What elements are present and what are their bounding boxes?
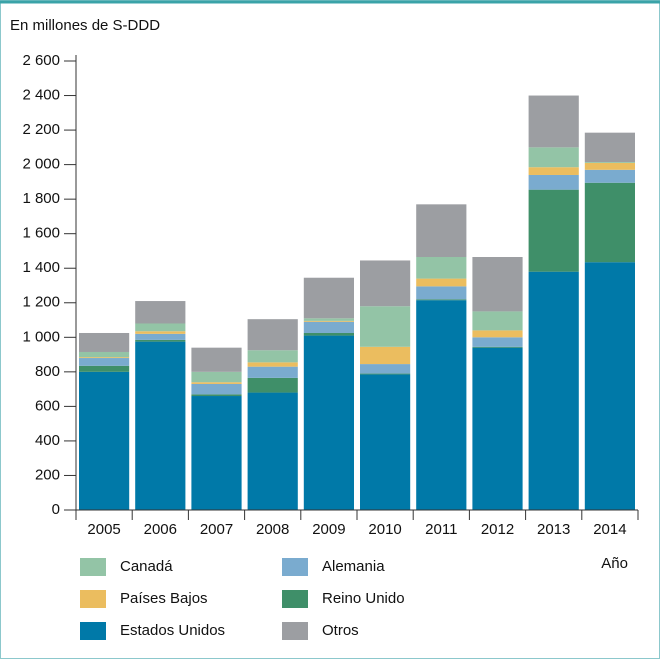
- bar-segment: [584, 182, 635, 263]
- bar-segment: [303, 318, 354, 321]
- bar-segment: [416, 286, 467, 300]
- bar-segment: [247, 350, 298, 363]
- legend-label: Países Bajos: [120, 590, 208, 607]
- y-tick-label: 400: [35, 432, 60, 449]
- x-tick-label: 2006: [144, 521, 177, 538]
- bar-segment: [584, 132, 635, 163]
- bar-segment: [584, 162, 635, 163]
- bar-segment: [360, 346, 411, 365]
- bar-segment: [472, 346, 523, 348]
- bar-segment: [247, 377, 298, 393]
- legend-label: Alemania: [322, 558, 385, 575]
- legend-label: Canadá: [120, 558, 173, 575]
- bar-segment: [303, 320, 354, 322]
- bar-segment: [528, 147, 579, 168]
- bar-segment: [303, 332, 354, 336]
- bar-segment: [247, 319, 298, 351]
- bar-segment: [360, 260, 411, 307]
- bar-segment: [79, 358, 130, 366]
- x-tick-label: 2005: [87, 521, 120, 538]
- bar-segment: [191, 396, 242, 510]
- x-tick-label: 2010: [368, 521, 401, 538]
- bar-segment: [360, 364, 411, 374]
- bar-segment: [135, 301, 186, 324]
- y-tick-label: 200: [35, 466, 60, 483]
- y-tick-label: 2 400: [22, 87, 60, 104]
- bar-segment: [360, 374, 411, 510]
- bar-segment: [528, 167, 579, 175]
- legend-label: Estados Unidos: [120, 622, 225, 639]
- bar-segment: [79, 365, 130, 372]
- bar-segment: [416, 300, 467, 510]
- bar-segment: [416, 257, 467, 279]
- bar-segment: [191, 371, 242, 383]
- bar-segment: [360, 373, 411, 375]
- bar-segment: [584, 262, 635, 510]
- bar-segment: [135, 339, 186, 342]
- bar-segment: [528, 271, 579, 510]
- bar-segment: [191, 394, 242, 397]
- bar-segment: [247, 366, 298, 378]
- bar-segment: [416, 299, 467, 301]
- x-axis-label: Año: [601, 555, 628, 572]
- bar-segment: [528, 174, 579, 190]
- bar-segment: [472, 257, 523, 312]
- legend-label: Otros: [322, 622, 359, 639]
- x-tick-label: 2014: [593, 521, 626, 538]
- y-tick-label: 1 400: [22, 259, 60, 276]
- bar-segment: [135, 323, 186, 332]
- x-tick-label: 2012: [481, 521, 514, 538]
- bar-segment: [303, 335, 354, 510]
- bar-segment: [247, 392, 298, 510]
- bar-segment: [79, 371, 130, 510]
- legend-label: Reino Unido: [322, 590, 405, 607]
- bar-segment: [416, 204, 467, 258]
- bar-segment: [303, 321, 354, 333]
- y-tick-label: 0: [52, 501, 60, 518]
- legend-swatch: [80, 622, 106, 640]
- x-tick-label: 2008: [256, 521, 289, 538]
- bar-segment: [79, 332, 130, 352]
- x-tick-label: 2011: [425, 521, 457, 538]
- bar-segment: [528, 95, 579, 148]
- bar-segment: [472, 337, 523, 347]
- legend-swatch: [282, 622, 308, 640]
- bar-segment: [584, 169, 635, 183]
- legend-swatch: [80, 558, 106, 576]
- bar-segment: [416, 278, 467, 287]
- legend-swatch: [80, 590, 106, 608]
- bar-segment: [528, 189, 579, 272]
- y-tick-label: 1 000: [22, 328, 60, 345]
- x-tick-label: 2013: [537, 521, 570, 538]
- bar-segment: [79, 351, 130, 358]
- bar-segment: [472, 330, 523, 338]
- y-tick-label: 2 200: [22, 121, 60, 138]
- bar-segment: [79, 357, 130, 359]
- legend-swatch: [282, 590, 308, 608]
- bar-segment: [303, 277, 354, 319]
- bar-segment: [191, 383, 242, 395]
- legend-swatch: [282, 558, 308, 576]
- x-tick-label: 2007: [200, 521, 233, 538]
- bar-segment: [472, 311, 523, 331]
- y-tick-label: 1 600: [22, 225, 60, 242]
- bar-segment: [191, 382, 242, 384]
- y-tick-label: 1 200: [22, 294, 60, 311]
- bar-segment: [472, 347, 523, 510]
- bar-segment: [135, 341, 186, 510]
- bar-segment: [135, 331, 186, 334]
- y-tick-label: 2 600: [22, 52, 60, 69]
- y-tick-label: 800: [35, 363, 60, 380]
- bar-segment: [247, 362, 298, 367]
- y-tick-label: 1 800: [22, 190, 60, 207]
- y-tick-label: 2 000: [22, 156, 60, 173]
- bar-segment: [191, 347, 242, 372]
- bar-segment: [135, 333, 186, 340]
- bar-segment: [360, 306, 411, 347]
- y-tick-label: 600: [35, 397, 60, 414]
- x-tick-label: 2009: [312, 521, 345, 538]
- y-axis-label: En millones de S-DDD: [10, 17, 160, 34]
- bar-segment: [584, 162, 635, 170]
